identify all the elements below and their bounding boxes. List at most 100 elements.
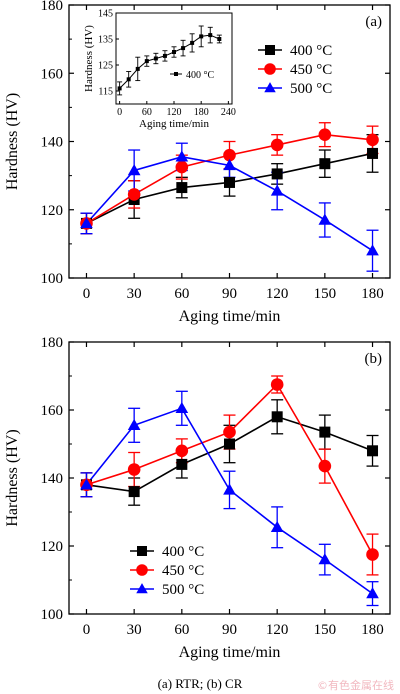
data-point-circle [175,444,189,458]
inset-frame [115,12,233,105]
data-point-circle [175,160,189,174]
inset-y-tick-label: 145 [98,9,113,20]
x-tick-label: 0 [83,622,91,638]
legend-marker-circle [136,564,148,576]
data-point-triangle [318,553,332,565]
data-point-circle [223,425,236,439]
data-point-square [224,176,235,188]
y-tick-label: 160 [41,66,64,82]
data-point-triangle [366,587,379,599]
data-point-square [319,158,331,170]
data-point-circle [318,128,332,141]
data-point-circle [270,378,284,391]
y-tick-label: 120 [41,539,64,555]
watermark-text: ©有色金属在线 [317,679,394,692]
x-tick-label: 120 [266,286,289,302]
x-tick-label: 90 [222,286,237,302]
panel-label: (b) [365,351,383,367]
data-point-triangle [127,418,141,431]
y-tick-label: 100 [41,271,64,287]
data-point-square [176,458,188,470]
x-tick-label: 180 [361,622,384,638]
inset-data-point [135,66,140,71]
data-point-square [176,182,188,194]
inset-data-point [126,77,131,82]
inset-legend-label: 400 °C [186,70,214,81]
legend: 400 °C 450 °C 500 °C [258,43,332,97]
x-tick-label: 30 [127,286,142,302]
inset-x-tick-label: 0 [117,107,122,118]
panel-label: (a) [365,14,382,30]
inset-x-tick-label: 180 [194,107,209,118]
legend-marker-triangle [264,82,276,93]
inset-legend-marker [174,72,178,76]
inset-data-point [172,50,176,54]
inset-data-point [199,34,204,39]
data-point-circle [270,138,284,152]
y-tick-label: 160 [41,403,64,419]
inset-y-tick-label: 115 [98,87,113,98]
data-point-square [367,147,379,159]
y-tick-label: 180 [41,335,64,351]
legend-label: 500 °C [162,582,204,598]
inset-y-tick-label: 135 [98,35,113,46]
y-tick-label: 120 [41,203,64,219]
data-point-triangle [318,213,332,225]
y-axis-label: Hardness (HV) [4,429,21,526]
y-tick-label: 140 [41,135,64,151]
data-point-triangle [223,483,236,495]
x-tick-label: 180 [361,286,384,302]
x-tick-label: 30 [127,622,142,638]
x-tick-label: 60 [174,286,189,302]
inset-data-point [217,37,222,41]
inset-y-axis-label: Hardness (HV) [83,25,95,92]
x-axis-label: Aging time/min [179,308,281,325]
inset-data-point [144,59,149,64]
inset-data-point [117,86,122,91]
inset-x-tick-label: 120 [167,107,182,118]
data-point-triangle [270,184,284,196]
data-point-triangle [223,158,236,171]
inset-chart: 0 60 120 180 240 115 125 135 145 Aging time/min Ha… [83,9,236,131]
data-point-square [224,438,235,450]
legend-marker-square [137,546,147,556]
legend-label: 450 °C [290,62,332,78]
data-point-circle [127,463,141,476]
x-tick-label: 150 [314,622,337,638]
data-point-triangle [80,216,93,229]
y-tick-label: 100 [41,607,64,623]
data-point-triangle [366,244,379,256]
y-axis-label: Hardness (HV) [4,93,21,190]
y-tick-label: 180 [41,0,64,14]
legend-label: 400 °C [290,43,332,59]
data-point-circle [318,459,332,473]
data-point-triangle [175,150,189,162]
chart-panel-b: 0 30 60 90 120 150 180 100 120 140 160 180 Aging tim… [4,335,391,661]
legend-marker-circle [264,63,276,75]
data-point-triangle [270,520,284,533]
inset-y-tick-label: 125 [98,61,113,72]
inset-data-point [208,33,213,38]
data-point-square [128,486,140,498]
legend-label: 500 °C [290,81,332,97]
legend-marker-triangle [136,583,148,594]
inset-x-tick-label: 240 [221,107,236,118]
data-point-circle [223,148,236,162]
x-tick-label: 150 [314,286,337,302]
figure-caption: (a) RTR; (b) CR [157,676,243,691]
x-tick-label: 90 [222,622,237,638]
y-tick-label: 140 [41,471,64,487]
inset-data-point [162,53,167,58]
inset-data-point [153,56,158,61]
legend-label: 400 °C [162,544,204,560]
inset-x-axis-label: Aging time/min [139,118,209,130]
x-tick-label: 0 [83,286,91,302]
data-point-circle [366,133,379,147]
inset-data-point [190,40,195,45]
data-point-square [271,411,283,423]
data-point-square [319,426,331,438]
data-point-triangle [80,478,93,490]
legend-label: 450 °C [162,563,204,579]
